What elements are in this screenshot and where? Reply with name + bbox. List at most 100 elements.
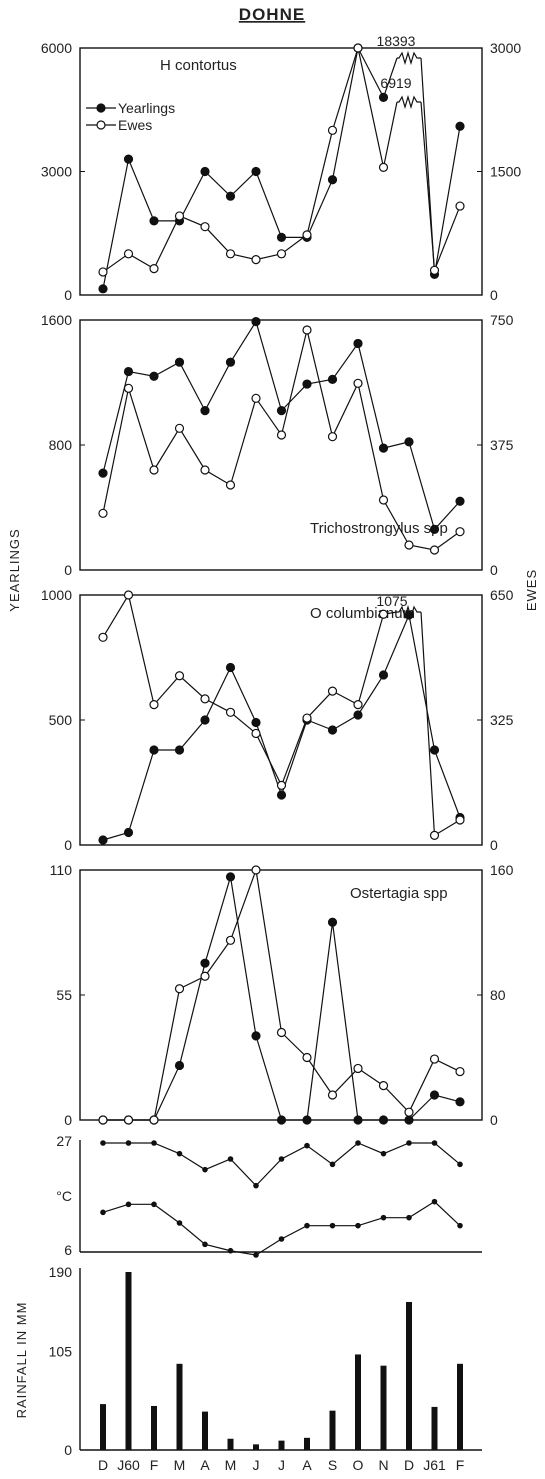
right-tick-label: 0 bbox=[490, 1112, 498, 1128]
panel-h-contortus: H contortus 0 3000 6000 0 1500 3000 18393 6919 Ye… bbox=[41, 33, 522, 303]
temp-point bbox=[253, 1252, 259, 1258]
data-point-yearlings bbox=[353, 710, 363, 720]
data-point-ewes bbox=[200, 971, 210, 981]
temp-point bbox=[253, 1182, 259, 1189]
right-tick-label: 375 bbox=[490, 437, 514, 453]
data-point-ewes bbox=[455, 201, 465, 211]
left-tick-label: 0 bbox=[64, 562, 72, 578]
series-line-yearlings bbox=[102, 46, 398, 289]
temp-point bbox=[355, 1222, 361, 1229]
data-point-ewes bbox=[149, 465, 159, 475]
series-line-yearlings bbox=[102, 612, 461, 841]
temp-line-0 bbox=[103, 1142, 461, 1187]
data-point-ewes bbox=[378, 1081, 389, 1091]
month-tick-label: A bbox=[302, 1457, 312, 1473]
temp-point bbox=[202, 1241, 208, 1248]
panel-title: H contortus bbox=[160, 57, 237, 74]
right-tick-label: 0 bbox=[490, 287, 498, 303]
rainfall-axis-label: RAINFALL IN MM bbox=[14, 1302, 29, 1419]
legend-marker-yearlings bbox=[96, 103, 106, 113]
month-tick-label: D bbox=[98, 1457, 108, 1473]
data-point-ewes bbox=[123, 249, 134, 259]
data-point-ewes bbox=[455, 815, 465, 825]
temp-point bbox=[406, 1214, 412, 1221]
data-point-yearlings bbox=[429, 745, 440, 755]
data-point-yearlings bbox=[123, 827, 134, 838]
data-point-ewes bbox=[429, 1054, 440, 1064]
data-point-ewes bbox=[276, 249, 287, 259]
data-point-ewes bbox=[174, 211, 185, 221]
month-tick-label: M bbox=[225, 1457, 237, 1473]
temp-unit-label: °C bbox=[56, 1188, 72, 1204]
data-point-ewes bbox=[149, 700, 159, 710]
left-tick-label: 800 bbox=[49, 437, 73, 453]
temp-point bbox=[431, 1140, 438, 1146]
temp-point bbox=[304, 1142, 310, 1149]
data-point-yearlings bbox=[200, 715, 210, 725]
data-point-ewes bbox=[302, 1052, 312, 1063]
rainfall-bar bbox=[355, 1354, 361, 1450]
data-point-ewes bbox=[327, 432, 338, 442]
data-point-yearlings bbox=[225, 357, 236, 367]
left-tick-label: 1000 bbox=[41, 587, 72, 603]
month-tick-label: M bbox=[174, 1457, 186, 1473]
data-point-ewes bbox=[353, 378, 363, 388]
data-point-yearlings bbox=[123, 366, 134, 377]
data-point-yearlings bbox=[251, 316, 261, 327]
data-point-yearlings bbox=[98, 468, 108, 478]
data-point-yearlings bbox=[98, 284, 108, 294]
data-point-yearlings bbox=[174, 745, 185, 755]
data-point-ewes bbox=[123, 383, 134, 393]
month-tick-label: F bbox=[150, 1457, 159, 1473]
data-point-yearlings bbox=[455, 121, 465, 131]
data-point-yearlings bbox=[353, 338, 363, 349]
data-point-yearlings bbox=[251, 166, 261, 177]
panels: H contortus030006000015003000183936919Ye… bbox=[14, 33, 521, 1473]
peak-annotation: 18393 bbox=[377, 33, 416, 49]
panel-trichostrongylus: Trichostrongylus spp 0 800 1600 0 375 750 bbox=[41, 312, 514, 578]
temp-point bbox=[304, 1222, 310, 1229]
data-point-ewes bbox=[174, 671, 185, 681]
left-axis-label: YEARLINGS bbox=[7, 528, 22, 611]
temp-tick-bottom: 6 bbox=[64, 1242, 72, 1258]
data-point-ewes bbox=[225, 249, 236, 259]
rainfall-bar bbox=[125, 1272, 132, 1450]
data-point-ewes bbox=[251, 865, 261, 875]
panel-title: Ostertagia spp bbox=[350, 885, 448, 902]
data-point-ewes bbox=[200, 694, 210, 704]
temp-point bbox=[278, 1236, 285, 1242]
rainfall-bar bbox=[227, 1438, 234, 1450]
temp-point bbox=[125, 1140, 132, 1146]
series-line-yearlings bbox=[103, 876, 461, 1121]
series-line-yearlings bbox=[420, 57, 461, 275]
temp-line-1 bbox=[102, 1200, 461, 1256]
left-tick-label: 110 bbox=[50, 862, 73, 878]
rainfall-bar bbox=[431, 1406, 438, 1450]
data-point-yearlings bbox=[327, 175, 338, 185]
legend-label-yearlings: Yearlings bbox=[118, 100, 175, 116]
series-line-ewes bbox=[420, 101, 461, 271]
rainfall-bar bbox=[380, 1365, 387, 1450]
data-point-ewes bbox=[123, 590, 134, 600]
data-point-yearlings bbox=[149, 371, 159, 381]
panel-ostertagia: Ostertagia spp 0 55 110 0 80 160 bbox=[50, 862, 514, 1128]
temp-point bbox=[380, 1150, 387, 1157]
rainfall-bar bbox=[253, 1444, 259, 1450]
data-point-yearlings bbox=[455, 1097, 465, 1107]
month-tick-label: J bbox=[278, 1457, 285, 1473]
data-point-yearlings bbox=[404, 437, 414, 447]
data-point-ewes bbox=[327, 686, 338, 696]
series-line-ewes bbox=[102, 593, 398, 787]
data-point-ewes bbox=[404, 540, 414, 550]
temp-point bbox=[227, 1247, 234, 1254]
series-line-yearlings bbox=[102, 320, 461, 531]
temp-point bbox=[151, 1140, 157, 1146]
temp-point bbox=[227, 1156, 234, 1162]
rain-tick-label: 105 bbox=[49, 1344, 73, 1360]
rain-tick-label: 190 bbox=[49, 1264, 73, 1280]
data-point-ewes bbox=[302, 230, 312, 240]
peak-annotation: 1075 bbox=[376, 593, 407, 609]
panel-title: Trichostrongylus spp bbox=[310, 520, 448, 537]
right-axis-label: EWES bbox=[524, 569, 539, 611]
